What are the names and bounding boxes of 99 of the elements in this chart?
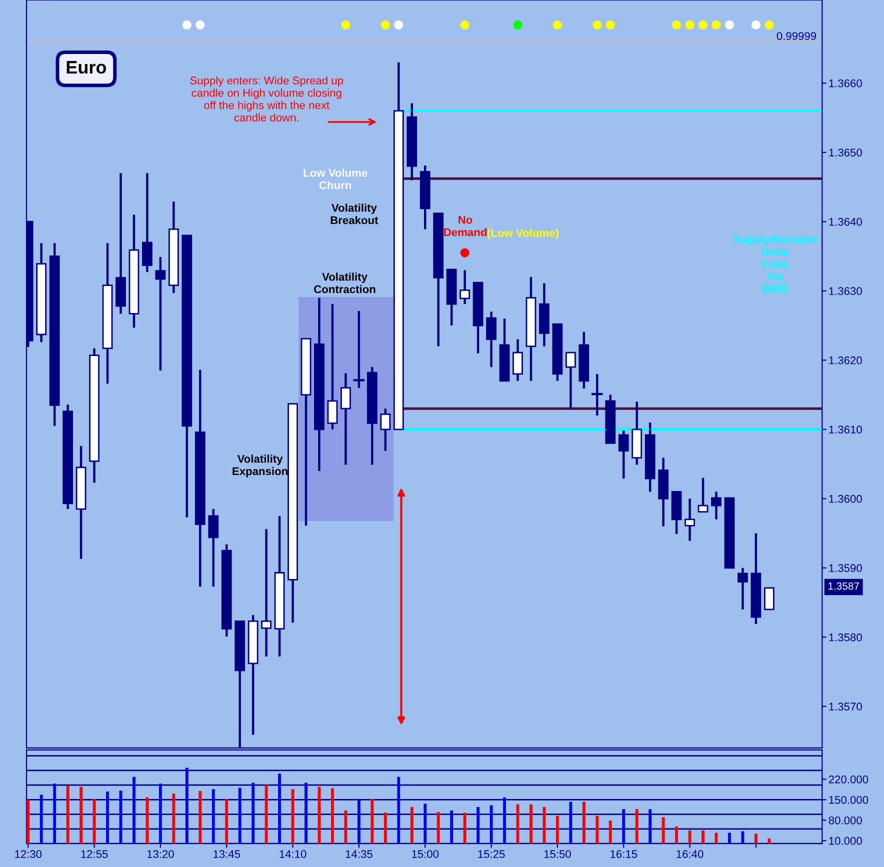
bar — [450, 810, 454, 844]
x-tick-label: 15:50 — [544, 850, 571, 858]
annotation: (Low Volume) — [487, 228, 558, 240]
bar — [754, 834, 758, 844]
bar — [238, 788, 242, 844]
bar — [212, 789, 215, 844]
bar — [331, 788, 334, 844]
bar — [503, 797, 506, 844]
candlestick — [142, 172, 152, 274]
bar — [225, 799, 228, 844]
candlestick — [698, 476, 708, 513]
x-tick-label: 15:25 — [478, 850, 505, 858]
x-tick-label: 15:00 — [412, 850, 439, 858]
y-tick-label: 220.000 — [828, 775, 868, 784]
y-tick-label: 1.3590 — [829, 564, 862, 572]
candlestick — [327, 302, 338, 430]
annotation: 0.99999 — [776, 32, 816, 40]
bar — [635, 809, 638, 844]
candlestick — [711, 490, 722, 521]
y-tick-label: 1.3630 — [829, 287, 862, 296]
annotation: Supply enters: Wide Spread up candle on High volume closing off the highs with the next candle down. — [190, 76, 344, 122]
bar — [582, 802, 586, 844]
bar — [40, 794, 43, 844]
y-tick-label: 1.3620 — [829, 356, 862, 364]
bar — [410, 807, 414, 844]
candlestick — [592, 372, 603, 417]
bar — [185, 768, 188, 844]
x-tick-label: 16:40 — [676, 850, 704, 858]
bar — [106, 792, 109, 844]
bar — [198, 790, 202, 844]
bar — [556, 816, 559, 844]
bar — [252, 782, 255, 844]
x-tick-label: 13:45 — [214, 850, 240, 858]
x-tick-label: 14:35 — [346, 850, 372, 858]
x-tick-label: 14:10 — [280, 850, 306, 858]
x-tick-label: 16:15 — [610, 850, 638, 858]
bar — [675, 826, 678, 844]
bar — [80, 786, 82, 844]
candlestick — [155, 256, 166, 372]
candlestick — [208, 508, 219, 588]
bar — [622, 809, 626, 844]
bar — [158, 784, 162, 844]
text: 1.3587 — [828, 582, 860, 590]
x-tick-label: 12:30 — [15, 850, 42, 858]
candlestick — [565, 351, 576, 410]
bar — [436, 812, 440, 844]
candlestick — [353, 310, 365, 389]
y-tick-label: 1.3580 — [829, 633, 862, 642]
y-tick-label: 1.3610 — [829, 426, 862, 434]
annotation: Supply/Demand Delta Zone Via WRB — [733, 235, 816, 293]
bar — [53, 784, 56, 844]
bar — [530, 804, 532, 844]
bar — [608, 820, 612, 844]
candlestick — [512, 338, 523, 382]
bar — [476, 807, 480, 844]
bar — [648, 809, 652, 844]
bar — [172, 794, 176, 844]
bar — [370, 798, 374, 844]
bar — [702, 830, 704, 844]
bar — [384, 812, 387, 844]
bar — [569, 802, 572, 844]
bar — [424, 804, 427, 844]
y-tick-label: 80.000 — [828, 816, 862, 824]
candlestick — [460, 268, 470, 306]
bar — [397, 776, 400, 844]
annotation: Volatility Breakout — [330, 204, 378, 224]
bar — [596, 816, 599, 844]
candlestick — [738, 566, 748, 611]
candlestick — [261, 528, 272, 658]
candlestick — [486, 310, 496, 368]
candlestick — [618, 430, 629, 480]
candlestick — [764, 587, 774, 610]
bar — [768, 838, 771, 844]
bar — [132, 776, 136, 844]
annotation: Volatility Expansion — [232, 454, 288, 478]
y-tick-label: 150.000 — [829, 796, 868, 804]
bar — [304, 782, 308, 844]
y-tick-label: 1.3570 — [829, 702, 862, 711]
annotation: Low Volume Churn — [304, 168, 368, 190]
bar — [463, 812, 466, 844]
text: Euro — [66, 61, 106, 74]
y-tick-label: 1.3650 — [829, 148, 862, 156]
bar — [264, 784, 268, 844]
candlestick — [684, 498, 695, 542]
bar — [278, 774, 281, 844]
annotation: Volatility Contraction — [314, 272, 376, 294]
y-tick-label: 10.000 — [829, 836, 862, 845]
y-tick-label: 1.3600 — [829, 494, 862, 503]
bar — [662, 817, 665, 844]
x-tick-label: 12:55 — [81, 850, 108, 858]
x-tick-label: 13:20 — [147, 850, 174, 858]
bar — [66, 785, 70, 844]
candlestick — [340, 372, 351, 466]
bar — [357, 798, 360, 844]
y-tick-label: 1.3660 — [829, 79, 862, 88]
candlestick — [380, 408, 391, 452]
bar — [728, 832, 731, 844]
annotation: No Demand — [444, 216, 486, 236]
y-tick-label: 1.3640 — [829, 218, 862, 226]
